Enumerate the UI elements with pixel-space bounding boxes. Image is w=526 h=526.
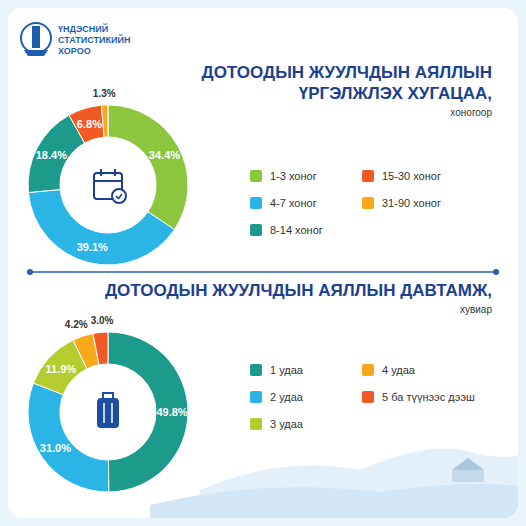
icon-part [100,169,102,176]
legend-swatch [362,170,374,182]
title-line: ҮРГЭЛЖЛЭХ ХУГАЦАА, [299,84,492,103]
logo-emblem [21,23,51,53]
legend-swatch [362,391,374,403]
legend-swatch [250,391,262,403]
yurt-icon [452,458,484,482]
slice [108,332,188,492]
legend-label: 15-30 хоног [382,170,441,182]
chart-panel: ДОТООДЫН ЖУУЛЧДЫН АЯЛЛЫН ҮРГЭЛЖЛЭХ ХУГАЦА… [28,63,492,265]
logo: ҮНДЭСНИЙСТАТИСТИКИЙНХОРОО [21,23,130,56]
page: ҮНДЭСНИЙСТАТИСТИКИЙНХОРОО ДОТООДЫН ЖУУЛЧД… [0,0,526,526]
hill [150,484,518,518]
legend-label: 4 удаа [382,364,416,376]
legend-label: 8-14 хоног [270,224,323,236]
icon-part [103,403,105,423]
legend-label: 1 удаа [270,364,304,376]
slice [69,105,104,143]
legend-swatch [250,364,262,376]
data-label: 6.8% [77,118,102,130]
divider-dot [493,269,499,275]
icon-part [116,194,122,199]
data-label: 3.0% [91,315,114,326]
subtitle: хоногоор [450,107,492,118]
divider-dot [27,269,33,275]
slice [28,383,109,492]
divider [30,271,496,273]
data-label: 49.8% [156,406,187,418]
donut: 49.8% 31.0% 11.9% 4.2%3.0% [28,315,188,492]
slice [28,190,174,265]
subtitle: хувиар [460,304,492,315]
logo-emblem [32,26,40,48]
chart-panel: ДОТООДЫН ЖУУЛЧДЫН АЯЛЛЫН ДАВТАМЖ, хувиар 4… [28,281,492,492]
legend-label: 31-90 хоног [382,197,441,209]
org-name-line: ҮНДЭСНИЙ [58,23,108,34]
legend-swatch [250,170,262,182]
center-icon [97,393,119,428]
legend-label: 1-3 хоног [270,170,317,182]
org-name: ҮНДЭСНИЙСТАТИСТИКИЙНХОРОО [58,23,130,56]
slice [101,105,108,137]
legend: 1-3 хоног 4-7 хоног 8-14 хоног 15-30 хоног 3… [250,170,441,236]
card [8,8,518,518]
legend-label: 5 ба түүнээс дээш [382,391,475,403]
org-name-line: СТАТИСТИКИЙН [58,34,130,45]
icon-part [103,393,113,398]
title: ДОТООДЫН ЖУУЛЧДЫН АЯЛЛЫН ДАВТАМЖ, [105,281,492,300]
legend: 1 удаа 2 удаа 3 удаа 4 удаа 5 ба түүнээс дээ… [250,364,475,430]
background [0,0,526,526]
icon-part [112,189,126,203]
icon-part [111,403,113,423]
yurt-wall [452,470,484,482]
slice [108,105,188,230]
legend-swatch [250,197,262,209]
donut: 34.4% 39.1% 18.4% 6.8% 1.3% [28,88,188,265]
org-name-line: ХОРОО [58,46,91,56]
title: ДОТООДЫН ЖУУЛЧДЫН АЯЛЛЫН ҮРГЭЛЖЛЭХ ХУГАЦА… [202,63,492,103]
title-line: ДОТООДЫН ЖУУЛЧДЫН АЯЛЛЫН [202,63,492,82]
landscape [150,449,518,518]
center-icon [94,169,126,203]
icon-part [97,398,119,428]
slice [93,332,108,365]
data-label: 11.9% [46,363,77,375]
infographic: ҮНДЭСНИЙСТАТИСТИКИЙНХОРОО ДОТООДЫН ЖУУЛЧД… [0,0,526,526]
yurt-roof [452,458,484,470]
legend-swatch [362,197,374,209]
icon-part [94,180,122,182]
data-label: 18.4% [36,149,67,161]
data-label: 4.2% [65,319,88,330]
legend-label: 2 удаа [270,391,304,403]
legend-label: 3 удаа [270,418,304,430]
data-label: 34.4% [149,149,180,161]
icon-part [114,169,116,176]
legend-swatch [250,224,262,236]
data-label: 39.1% [77,241,108,253]
data-label: 1.3% [93,88,116,99]
title-line: ДОТООДЫН ЖУУЛЧДЫН АЯЛЛЫН ДАВТАМЖ, [105,281,492,300]
logo-emblem [24,50,48,56]
legend-swatch [362,364,374,376]
data-label: 31.0% [40,442,71,454]
legend-swatch [250,418,262,430]
legend-label: 4-7 хоног [270,197,317,209]
